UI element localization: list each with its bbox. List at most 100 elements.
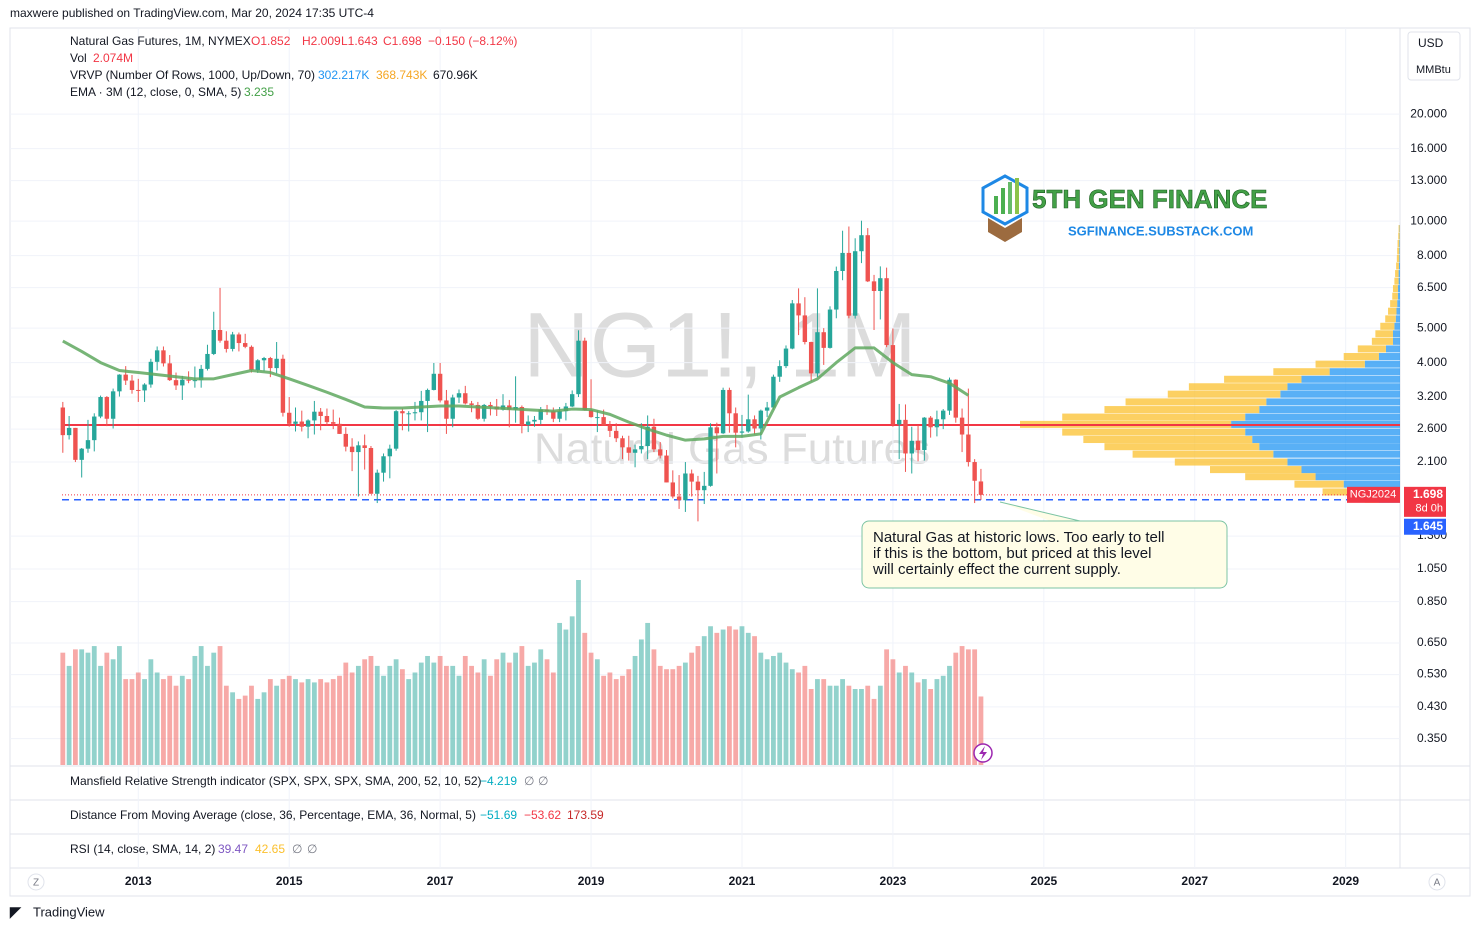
candle-body bbox=[274, 358, 279, 369]
candle-body bbox=[198, 368, 204, 381]
candle-body bbox=[947, 379, 952, 411]
pane-value: 173.59 bbox=[567, 808, 604, 822]
volume-bar bbox=[267, 679, 273, 765]
legend-vol: Vol bbox=[70, 51, 87, 65]
watermark-symbol: NG1!, 1M bbox=[523, 294, 917, 396]
unit-box[interactable] bbox=[1407, 31, 1461, 81]
candle-body bbox=[437, 373, 443, 401]
candle-body bbox=[859, 235, 864, 252]
y-tick-label: 0.530 bbox=[1417, 667, 1447, 681]
auto-button[interactable] bbox=[1428, 873, 1446, 891]
legend-vrvp-total: 670.96K bbox=[433, 68, 478, 82]
candle-body bbox=[362, 445, 367, 449]
profile-down bbox=[1392, 292, 1398, 300]
last-price-label: 1.698 bbox=[1413, 487, 1443, 501]
y-tick-label: 20.000 bbox=[1410, 106, 1447, 120]
candle-body bbox=[104, 397, 110, 419]
volume-bar bbox=[921, 679, 927, 765]
volume-bar bbox=[513, 652, 518, 765]
candle-body bbox=[337, 423, 342, 434]
pane-value: 39.47 bbox=[218, 842, 248, 856]
profile-down bbox=[1104, 443, 1260, 451]
profile-up bbox=[1273, 450, 1400, 458]
pane-label: Mansfield Relative Strength indicator (S… bbox=[70, 774, 482, 788]
volume-bar bbox=[236, 698, 242, 765]
profile-down bbox=[1062, 428, 1246, 436]
candle-body bbox=[161, 350, 166, 364]
volume-bar bbox=[726, 626, 732, 765]
zoom-button[interactable] bbox=[27, 873, 45, 891]
x-tick-label: 2029 bbox=[1332, 874, 1359, 888]
candle-body bbox=[318, 411, 323, 416]
candle-body bbox=[683, 473, 688, 501]
candle-body bbox=[896, 419, 902, 425]
footer: TradingView bbox=[33, 904, 105, 919]
volume-bar bbox=[613, 679, 619, 765]
candle-body bbox=[953, 379, 958, 418]
legend: Natural Gas Futures, 1M, NYMEX O1.852 H2… bbox=[70, 34, 517, 99]
candle-body bbox=[569, 394, 575, 407]
candle-body bbox=[324, 415, 330, 423]
volume-bar bbox=[789, 669, 795, 765]
volume-bar bbox=[833, 685, 839, 765]
volume-bar bbox=[620, 675, 625, 765]
candle-body bbox=[771, 376, 776, 408]
candle-body bbox=[92, 416, 97, 441]
profile-up bbox=[1395, 315, 1400, 323]
volume-bar bbox=[311, 682, 317, 765]
profile-down bbox=[1396, 262, 1399, 270]
y-tick-label: 0.650 bbox=[1417, 635, 1447, 649]
candle-body bbox=[626, 447, 631, 453]
candle-body bbox=[978, 481, 984, 495]
volume-bar bbox=[959, 646, 965, 765]
candle-body bbox=[865, 235, 870, 282]
candle-body bbox=[532, 419, 537, 422]
legend-vol-value: 2.074M bbox=[93, 51, 133, 65]
y-tick-label: 8.000 bbox=[1417, 248, 1447, 262]
annotation-text: will certainly effect the current supply… bbox=[872, 561, 1121, 578]
volume-bar bbox=[777, 652, 783, 765]
candle-body bbox=[620, 438, 625, 448]
candle-body bbox=[519, 406, 525, 425]
candle-body bbox=[387, 448, 393, 457]
y-tick-label: 4.000 bbox=[1417, 355, 1447, 369]
profile-up bbox=[1301, 466, 1400, 474]
volume-bar bbox=[305, 679, 311, 765]
candle-body bbox=[481, 404, 487, 419]
profile-down bbox=[1394, 277, 1399, 285]
candle-body bbox=[695, 481, 701, 491]
profile-up bbox=[1385, 345, 1400, 353]
candle-body bbox=[261, 358, 267, 361]
volume-bar bbox=[117, 646, 122, 765]
volume-bar bbox=[85, 652, 91, 765]
profile-up bbox=[1259, 406, 1400, 414]
candle-body bbox=[280, 358, 286, 413]
volume-bar bbox=[626, 669, 632, 765]
legend-close: C1.698 bbox=[383, 34, 422, 48]
pane-label: Distance From Moving Average (close, 36,… bbox=[70, 808, 476, 822]
volume-bar bbox=[771, 655, 776, 765]
volume-bar bbox=[488, 675, 493, 765]
volume-bar bbox=[708, 626, 713, 765]
volume-bar bbox=[557, 622, 563, 765]
volume-bar bbox=[217, 646, 223, 765]
candle-body bbox=[79, 448, 84, 460]
candle-body bbox=[966, 434, 971, 463]
candle-body bbox=[393, 411, 399, 449]
volume-bar bbox=[903, 665, 908, 765]
candle-body bbox=[475, 404, 481, 419]
profile-up bbox=[1392, 337, 1400, 345]
candle-body bbox=[670, 482, 676, 497]
profile-up bbox=[1398, 277, 1400, 285]
volume-bar bbox=[871, 698, 877, 765]
ema-line bbox=[62, 339, 970, 442]
candle-body bbox=[230, 334, 235, 349]
volume-bar bbox=[890, 659, 896, 765]
candle-body bbox=[400, 411, 405, 414]
volume-bar bbox=[412, 672, 418, 765]
volume-bar bbox=[66, 665, 72, 765]
profile-down bbox=[1390, 300, 1398, 308]
volume-bar bbox=[733, 629, 739, 765]
